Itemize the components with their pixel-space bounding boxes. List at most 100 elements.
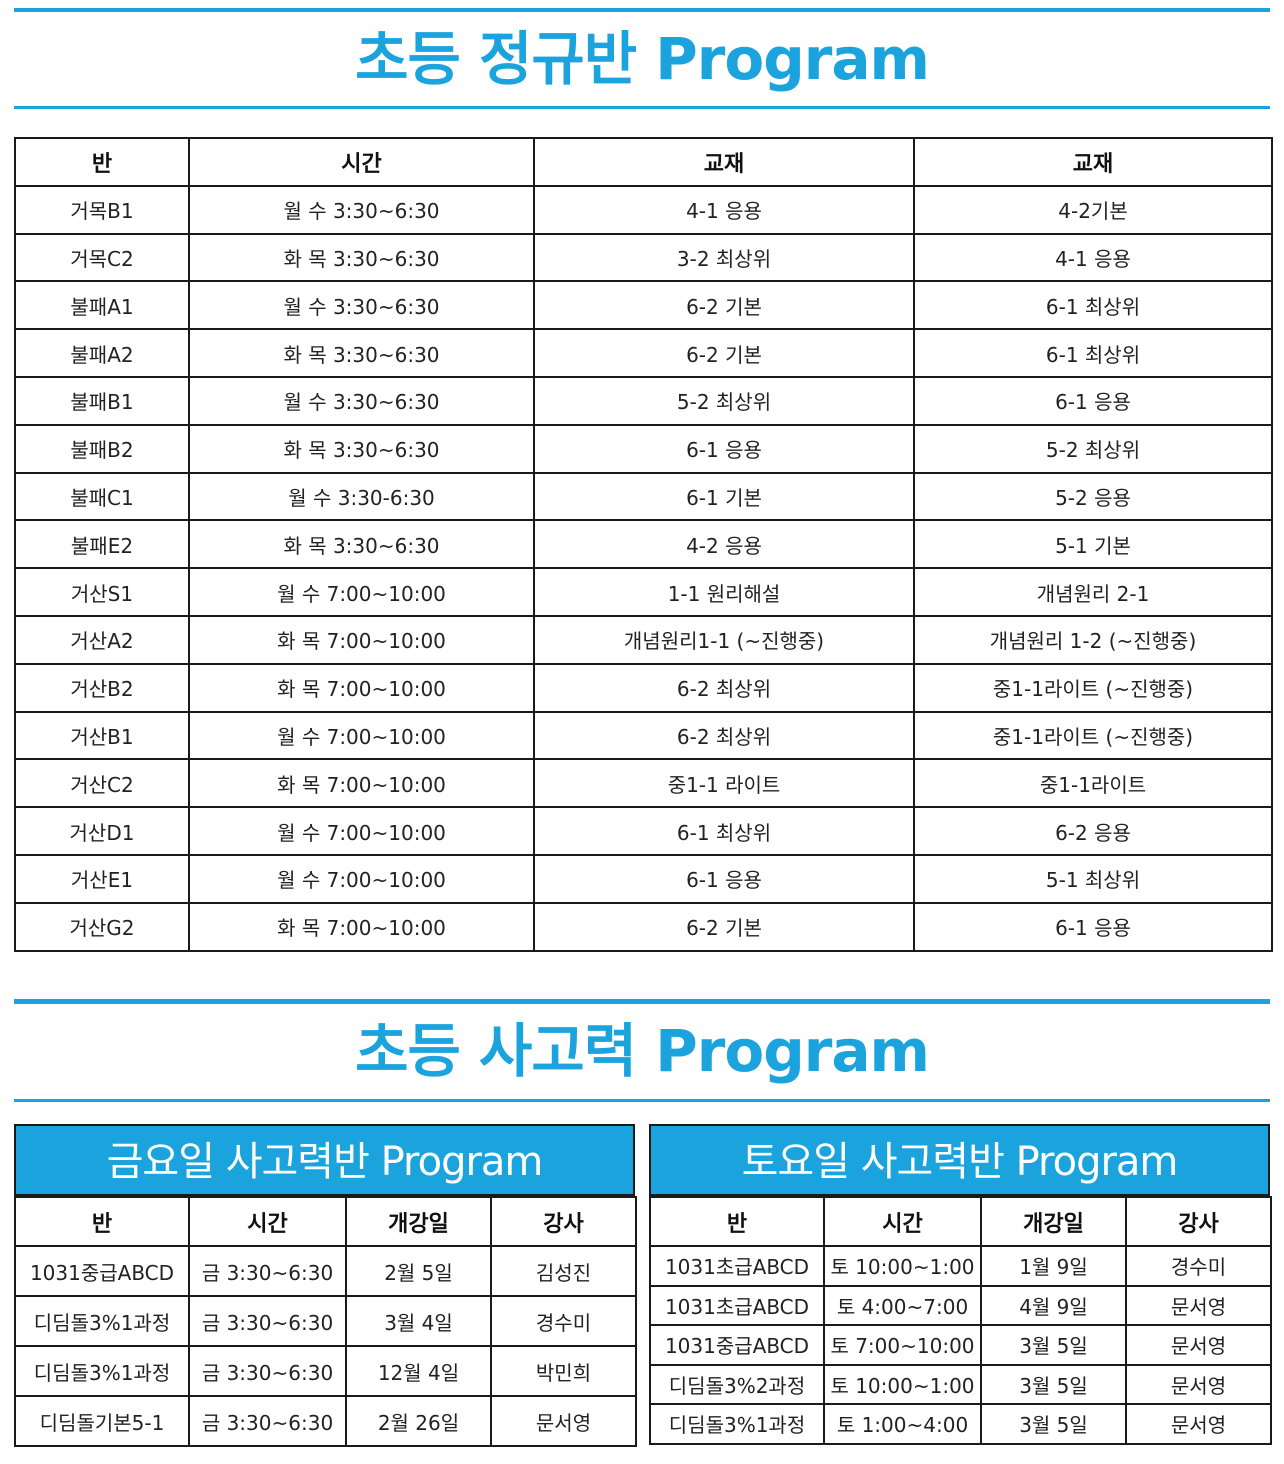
table-row: 불패E2 화 목 3:30~6:30 4-2 응용 5-1 기본 bbox=[14, 519, 1273, 570]
friday-program-title: 금요일 사고력반 Program bbox=[14, 1124, 635, 1196]
table-row: 1031초급ABCD 토 10:00~1:00 1월 9일 경수미 bbox=[649, 1245, 1272, 1287]
cell-instructor: 문서영 bbox=[490, 1395, 637, 1447]
header-time: 시간 bbox=[188, 1196, 347, 1247]
regular-title-rule bbox=[14, 106, 1270, 109]
cell-class: 불패B1 bbox=[14, 375, 190, 426]
cell-start-date: 3월 5일 bbox=[980, 1363, 1127, 1405]
header-class: 반 bbox=[14, 1196, 190, 1247]
cell-class: 디딤돌기본5-1 bbox=[14, 1395, 190, 1447]
cell-instructor: 경수미 bbox=[1125, 1245, 1272, 1287]
cell-textbook: 5-2 최상위 bbox=[533, 375, 915, 426]
section-divider-rule bbox=[14, 999, 1270, 1004]
cell-textbook: 6-1 최상위 bbox=[533, 806, 915, 856]
cell-time: 월 수 7:00~10:00 bbox=[188, 853, 535, 904]
table-row: 불패B1 월 수 3:30~6:30 5-2 최상위 6-1 응용 bbox=[14, 375, 1273, 426]
cell-class: 거산B2 bbox=[14, 662, 190, 713]
cell-textbook-2: 중1-1라이트 (~진행중) bbox=[913, 662, 1273, 713]
table-row: 거산D1 월 수 7:00~10:00 6-1 최상위 6-2 응용 bbox=[14, 806, 1273, 856]
table-row: 거목C2 화 목 3:30~6:30 3-2 최상위 4-1 응용 bbox=[14, 232, 1273, 283]
table-row: 디딤돌기본5-1 금 3:30~6:30 2월 26일 문서영 bbox=[14, 1395, 637, 1447]
cell-start-date: 3월 4일 bbox=[345, 1295, 492, 1347]
cell-time: 화 목 3:30~6:30 bbox=[188, 232, 535, 283]
cell-time: 화 목 3:30~6:30 bbox=[188, 519, 535, 570]
thinking-title-rule bbox=[14, 1099, 1270, 1102]
table-row: 거산B2 화 목 7:00~10:00 6-2 최상위 중1-1라이트 (~진행중) bbox=[14, 662, 1273, 713]
header-instructor: 강사 bbox=[490, 1196, 637, 1247]
cell-class: 디딤돌3%2과정 bbox=[649, 1363, 825, 1405]
header-time: 시간 bbox=[823, 1196, 982, 1247]
cell-class: 거산C2 bbox=[14, 758, 190, 809]
cell-instructor: 경수미 bbox=[490, 1295, 637, 1347]
cell-time: 토 4:00~7:00 bbox=[823, 1284, 982, 1326]
table-row: 거산B1 월 수 7:00~10:00 6-2 최상위 중1-1라이트 (~진행중) bbox=[14, 710, 1273, 761]
cell-time: 화 목 3:30~6:30 bbox=[188, 328, 535, 378]
friday-program-table: 반 시간 개강일 강사 1031중급ABCD 금 3:30~6:30 2월 5일 김성… bbox=[14, 1196, 637, 1447]
cell-time: 화 목 3:30~6:30 bbox=[188, 423, 535, 474]
cell-class: 디딤돌3%1과정 bbox=[14, 1345, 190, 1397]
table-row: 디딤돌3%1과정 토 1:00~4:00 3월 5일 문서영 bbox=[649, 1403, 1272, 1445]
cell-textbook: 1-1 원리해설 bbox=[533, 567, 915, 617]
header-start-date: 개강일 bbox=[345, 1196, 492, 1247]
cell-textbook: 6-2 최상위 bbox=[533, 662, 915, 713]
cell-textbook: 3-2 최상위 bbox=[533, 232, 915, 283]
cell-time: 월 수 3:30~6:30 bbox=[188, 184, 535, 235]
table-header-row: 반 시간 개강일 강사 bbox=[649, 1196, 1272, 1247]
cell-class: 거산D1 bbox=[14, 806, 190, 856]
top-rule bbox=[14, 8, 1270, 12]
table-row: 거산E1 월 수 7:00~10:00 6-1 응용 5-1 최상위 bbox=[14, 853, 1273, 904]
cell-time: 월 수 3:30~6:30 bbox=[188, 280, 535, 331]
cell-class: 1031초급ABCD bbox=[649, 1284, 825, 1326]
saturday-program-title: 토요일 사고력반 Program bbox=[649, 1124, 1270, 1196]
table-header-row: 반 시간 교재 교재 bbox=[14, 137, 1273, 187]
cell-instructor: 박민희 bbox=[490, 1345, 637, 1397]
cell-textbook-2: 4-2기본 bbox=[913, 184, 1273, 235]
cell-time: 화 목 7:00~10:00 bbox=[188, 901, 535, 952]
table-row: 디딤돌3%2과정 토 10:00~1:00 3월 5일 문서영 bbox=[649, 1363, 1272, 1405]
cell-class: 거목C2 bbox=[14, 232, 190, 283]
header-start-date: 개강일 bbox=[980, 1196, 1127, 1247]
cell-time: 월 수 7:00~10:00 bbox=[188, 710, 535, 761]
header-class: 반 bbox=[14, 137, 190, 187]
table-row: 불패A1 월 수 3:30~6:30 6-2 기본 6-1 최상위 bbox=[14, 280, 1273, 331]
cell-instructor: 문서영 bbox=[1125, 1284, 1272, 1326]
cell-textbook-2: 5-1 기본 bbox=[913, 519, 1273, 570]
cell-class: 거산G2 bbox=[14, 901, 190, 952]
table-row: 거산C2 화 목 7:00~10:00 중1-1 라이트 중1-1라이트 bbox=[14, 758, 1273, 809]
table-row: 1031중급ABCD 토 7:00~10:00 3월 5일 문서영 bbox=[649, 1324, 1272, 1366]
cell-class: 디딤돌3%1과정 bbox=[649, 1403, 825, 1445]
cell-instructor: 김성진 bbox=[490, 1245, 637, 1297]
cell-start-date: 3월 5일 bbox=[980, 1324, 1127, 1366]
cell-time: 금 3:30~6:30 bbox=[188, 1245, 347, 1297]
header-time: 시간 bbox=[188, 137, 535, 187]
cell-textbook-2: 6-2 응용 bbox=[913, 806, 1273, 856]
cell-time: 월 수 3:30-6:30 bbox=[188, 471, 535, 522]
cell-class: 불패A2 bbox=[14, 328, 190, 378]
table-row: 거산S1 월 수 7:00~10:00 1-1 원리해설 개념원리 2-1 bbox=[14, 567, 1273, 617]
cell-time: 토 10:00~1:00 bbox=[823, 1245, 982, 1287]
cell-textbook: 6-2 기본 bbox=[533, 328, 915, 378]
cell-textbook: 6-1 응용 bbox=[533, 423, 915, 474]
cell-textbook-2: 6-1 최상위 bbox=[913, 328, 1273, 378]
cell-time: 월 수 3:30~6:30 bbox=[188, 375, 535, 426]
cell-textbook-2: 5-2 응용 bbox=[913, 471, 1273, 522]
cell-class: 불패E2 bbox=[14, 519, 190, 570]
cell-textbook-2: 개념원리 2-1 bbox=[913, 567, 1273, 617]
cell-textbook: 6-2 기본 bbox=[533, 901, 915, 952]
header-textbook: 교재 bbox=[533, 137, 915, 187]
cell-textbook-2: 6-1 응용 bbox=[913, 375, 1273, 426]
cell-textbook: 6-2 기본 bbox=[533, 280, 915, 331]
saturday-program-table: 반 시간 개강일 강사 1031초급ABCD 토 10:00~1:00 1월 9일 경… bbox=[649, 1196, 1272, 1445]
cell-class: 거산E1 bbox=[14, 853, 190, 904]
cell-time: 화 목 7:00~10:00 bbox=[188, 758, 535, 809]
cell-textbook: 4-2 응용 bbox=[533, 519, 915, 570]
cell-start-date: 12월 4일 bbox=[345, 1345, 492, 1397]
cell-textbook-2: 6-1 응용 bbox=[913, 901, 1273, 952]
cell-textbook-2: 5-1 최상위 bbox=[913, 853, 1273, 904]
cell-textbook-2: 5-2 최상위 bbox=[913, 423, 1273, 474]
header-instructor: 강사 bbox=[1125, 1196, 1272, 1247]
cell-start-date: 1월 9일 bbox=[980, 1245, 1127, 1287]
cell-class: 1031중급ABCD bbox=[14, 1245, 190, 1297]
table-row: 디딤돌3%1과정 금 3:30~6:30 3월 4일 경수미 bbox=[14, 1295, 637, 1347]
cell-textbook-2: 중1-1라이트 bbox=[913, 758, 1273, 809]
cell-start-date: 3월 5일 bbox=[980, 1403, 1127, 1445]
